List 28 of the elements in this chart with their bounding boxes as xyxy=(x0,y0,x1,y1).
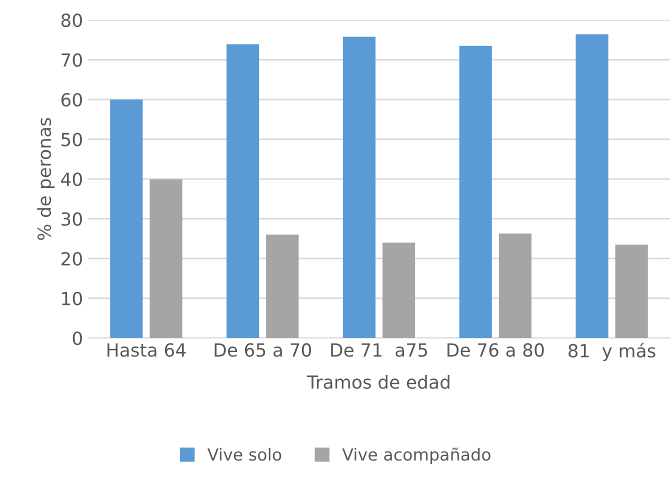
bar xyxy=(342,36,376,338)
y-tick-label: 70 xyxy=(62,53,82,67)
y-axis-title: % de peronas xyxy=(37,118,55,240)
bar xyxy=(576,34,608,338)
bar xyxy=(615,244,648,338)
bar xyxy=(459,46,492,338)
y-tick-label: 10 xyxy=(62,292,82,306)
y-tick-label: 30 xyxy=(62,212,82,226)
bar xyxy=(110,100,143,338)
y-tick-label: 20 xyxy=(61,252,82,266)
bar xyxy=(382,242,416,338)
y-tick-label: 40 xyxy=(61,172,82,186)
legend-label: Vive solo xyxy=(207,448,282,461)
legend-label: Vive acompañado xyxy=(342,448,490,464)
x-axis-title: Tramos de edad xyxy=(306,374,450,389)
y-tick-label: 60 xyxy=(61,92,82,107)
bar xyxy=(150,179,182,338)
bar xyxy=(266,234,299,338)
x-tick-label: De 76 a 80 xyxy=(448,343,544,357)
x-tick-label: 81 y más xyxy=(568,342,656,362)
y-tick-label: 0 xyxy=(72,331,82,346)
y-tick-label: 50 xyxy=(62,132,82,146)
bar xyxy=(498,233,532,338)
bar xyxy=(226,44,260,338)
y-tick-label: 80 xyxy=(61,13,82,28)
x-tick-label: Hasta 64 xyxy=(108,343,186,357)
x-tick-label: De 65 a 70 xyxy=(214,343,312,357)
x-tick-label: De 71 a75 xyxy=(331,343,428,357)
